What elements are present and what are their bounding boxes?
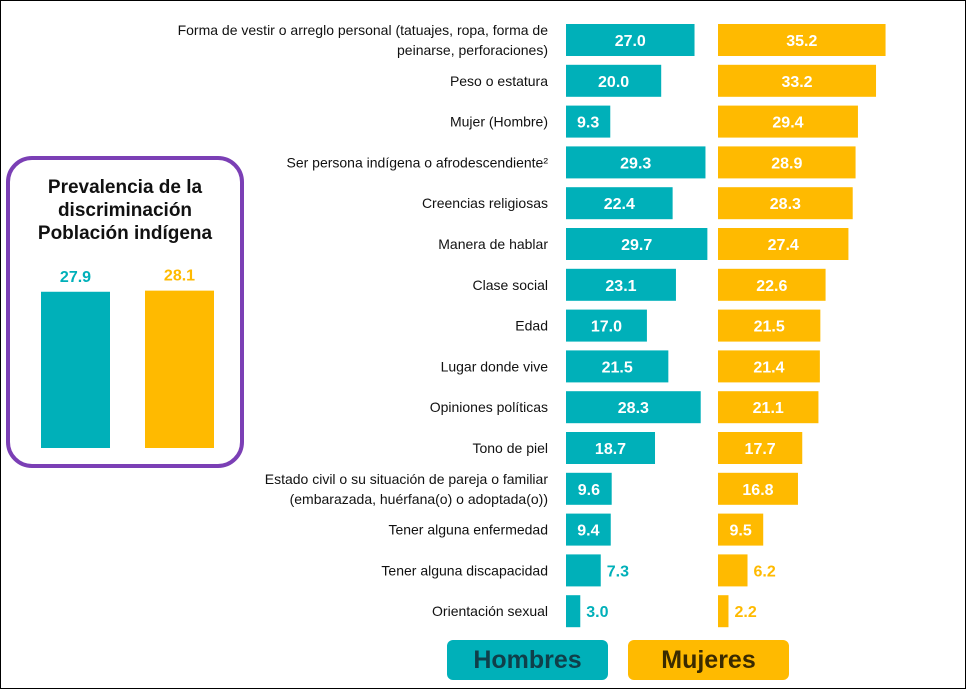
bar-hombres	[566, 146, 706, 179]
bar-hombres	[566, 391, 701, 424]
value-label-hombres: 29.3	[620, 155, 651, 172]
value-label-hombres: 17.0	[591, 319, 622, 336]
bar-hombres	[566, 595, 581, 628]
category-label: Estado civil o su situación de pareja o …	[265, 471, 549, 487]
category-label: Tener alguna discapacidad	[381, 562, 548, 578]
prevalence-value-mujeres: 28.1	[164, 268, 195, 285]
prevalence-bar-hombres	[41, 291, 110, 448]
bar-mujeres	[718, 105, 858, 138]
bar-hombres	[566, 228, 708, 260]
bar-mujeres	[718, 146, 856, 179]
bar-hombres	[566, 432, 656, 464]
category-label: Edad	[515, 318, 548, 334]
bar-mujeres	[718, 432, 803, 464]
bar-mujeres	[718, 309, 821, 342]
value-label-mujeres: 9.5	[729, 523, 751, 540]
bar-hombres	[566, 24, 695, 56]
bar-hombres	[566, 309, 647, 342]
category-label: peinarse, perforaciones)	[397, 42, 548, 58]
bar-mujeres	[718, 391, 819, 424]
category-label: Manera de hablar	[438, 236, 548, 252]
prevalence-value-hombres: 27.9	[60, 269, 91, 286]
category-label: Opiniones políticas	[430, 399, 548, 415]
value-label-mujeres: 27.4	[768, 237, 799, 254]
category-label: Peso o estatura	[450, 73, 548, 89]
value-label-hombres: 27.0	[615, 33, 646, 50]
value-label-mujeres: 28.9	[771, 155, 802, 172]
value-label-mujeres: 28.3	[770, 196, 801, 213]
value-label-hombres: 18.7	[595, 441, 626, 458]
value-label-hombres: 7.3	[607, 563, 629, 580]
bar-mujeres	[718, 595, 729, 628]
bar-mujeres	[718, 64, 877, 97]
category-label: Forma de vestir o arreglo personal (tatu…	[178, 22, 549, 38]
value-label-hombres: 9.4	[577, 523, 599, 540]
legend-hombres-label: Hombres	[473, 645, 582, 674]
value-label-mujeres: 21.4	[753, 359, 784, 376]
prevalence-bar-mujeres	[145, 290, 214, 448]
category-label: (embarazada, huérfana(o) o adoptada(o))	[290, 491, 548, 507]
panel-title-line-1: Prevalencia de la	[47, 177, 203, 198]
value-label-mujeres: 29.4	[772, 115, 803, 132]
value-label-hombres: 9.6	[578, 482, 600, 499]
bar-mujeres	[718, 268, 826, 301]
value-label-hombres: 29.7	[621, 237, 652, 254]
bar-mujeres	[718, 350, 820, 383]
legend-mujeres-label: Mujeres	[661, 645, 756, 674]
bar-hombres	[566, 472, 612, 505]
value-label-hombres: 23.1	[605, 278, 636, 295]
bar-hombres	[566, 64, 662, 97]
category-label: Orientación sexual	[432, 603, 548, 619]
category-label: Ser persona indígena o afrodescendiente²	[286, 154, 548, 170]
legend-hombres: Hombres	[447, 640, 608, 680]
value-label-mujeres: 21.1	[753, 400, 784, 417]
panel-title-line-3: Población indígena	[37, 223, 213, 244]
value-label-mujeres: 6.2	[754, 563, 776, 580]
value-label-hombres: 20.0	[598, 74, 629, 91]
bar-mujeres	[718, 472, 798, 505]
value-label-mujeres: 22.6	[756, 278, 787, 295]
value-label-hombres: 28.3	[618, 400, 649, 417]
bar-hombres	[566, 350, 669, 383]
value-label-hombres: 22.4	[604, 196, 635, 213]
value-label-mujeres: 17.7	[745, 441, 776, 458]
panel-title-line-2: discriminación	[57, 200, 193, 221]
bar-mujeres	[718, 24, 886, 56]
bar-hombres	[566, 105, 611, 138]
value-label-hombres: 21.5	[602, 359, 633, 376]
bar-hombres	[566, 513, 611, 546]
legend-mujeres: Mujeres	[628, 640, 789, 680]
category-label: Lugar donde vive	[441, 358, 549, 374]
value-label-mujeres: 35.2	[786, 33, 817, 50]
value-label-mujeres: 2.2	[734, 604, 756, 621]
category-label: Tener alguna enfermedad	[388, 522, 548, 538]
value-label-mujeres: 16.8	[742, 482, 773, 499]
category-label: Creencias religiosas	[422, 195, 548, 211]
category-label: Mujer (Hombre)	[450, 114, 548, 130]
bar-hombres	[566, 268, 676, 301]
category-label: Tono de piel	[472, 440, 548, 456]
bar-mujeres	[718, 554, 748, 587]
panel-title: Prevalencia de la discriminación Poblaci…	[10, 176, 240, 245]
bar-hombres	[566, 187, 673, 220]
category-label: Clase social	[473, 277, 548, 293]
value-label-mujeres: 33.2	[781, 74, 812, 91]
bar-mujeres	[718, 228, 849, 260]
value-label-hombres: 9.3	[577, 115, 599, 132]
bar-mujeres	[718, 513, 764, 546]
value-label-mujeres: 21.5	[754, 319, 785, 336]
bar-hombres	[566, 554, 601, 587]
value-label-hombres: 3.0	[586, 604, 608, 621]
bar-mujeres	[718, 187, 853, 220]
